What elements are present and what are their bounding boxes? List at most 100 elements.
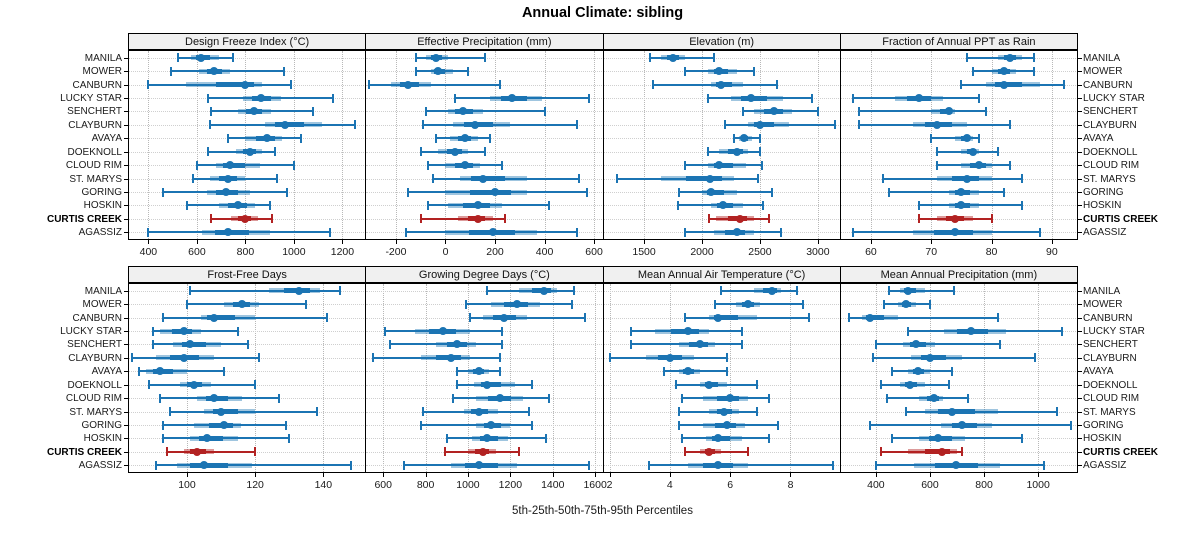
median-dot xyxy=(716,80,725,89)
whisker-cap-left xyxy=(652,80,655,90)
axis-tick xyxy=(395,240,397,244)
gridline-horizontal xyxy=(603,111,839,113)
panel-plot xyxy=(365,283,604,473)
median-dot xyxy=(461,134,470,143)
gridline-horizontal xyxy=(129,371,365,373)
site-label: CLAYBURN xyxy=(68,352,122,364)
row-tick-right xyxy=(1078,111,1082,113)
whisker-cap-right xyxy=(984,106,987,116)
whisker-cap-right xyxy=(770,187,773,197)
axis-tick-label: 600 xyxy=(188,246,206,258)
gridline-vertical xyxy=(148,51,150,239)
site-label: DOEKNOLL xyxy=(1083,146,1138,158)
panel-plot xyxy=(602,283,841,473)
whisker-cap-left xyxy=(403,460,406,470)
site-label: AVAYA xyxy=(91,366,122,378)
axis-tick xyxy=(148,240,150,244)
whisker-cap-left xyxy=(454,93,457,103)
median-dot xyxy=(912,340,921,349)
inner-band xyxy=(866,315,884,321)
whisker-cap-right xyxy=(761,160,764,170)
axis-tick-label: 1500 xyxy=(632,246,656,258)
whisker-cap-left xyxy=(486,286,489,296)
whisker-cap-left xyxy=(874,339,877,349)
site-label: LUCKY STAR xyxy=(1083,93,1145,104)
gridline-vertical xyxy=(931,51,933,239)
whisker-cap-right xyxy=(290,80,293,90)
whisker-cap-left xyxy=(371,353,374,363)
median-dot xyxy=(714,461,723,470)
row-tick-left xyxy=(124,371,128,373)
median-dot xyxy=(915,94,924,102)
site-label: CLOUD RIM xyxy=(1083,160,1140,172)
whisker-cap-right xyxy=(978,93,981,103)
site-label: CLOUD RIM xyxy=(1083,393,1140,405)
median-dot xyxy=(203,434,212,443)
percentile-whisker xyxy=(207,150,275,153)
row-tick-left xyxy=(124,317,128,319)
panel-header: Growing Degree Days (°C) xyxy=(365,266,604,283)
site-label: CANBURN xyxy=(1083,312,1133,324)
site-label: MOWER xyxy=(1083,66,1123,78)
site-label: AGASSIZ xyxy=(1083,460,1127,472)
inner-band xyxy=(713,315,738,321)
whisker-cap-right xyxy=(545,433,548,443)
whisker-cap-left xyxy=(741,106,744,116)
whisker-cap-left xyxy=(464,299,467,309)
whisker-cap-left xyxy=(151,326,154,336)
median-dot xyxy=(483,434,492,443)
inner-band xyxy=(706,189,724,195)
row-tick-right xyxy=(1078,384,1082,386)
whisker-cap-left xyxy=(148,380,151,390)
whisker-cap-left xyxy=(733,133,736,143)
whisker-cap-right xyxy=(498,80,501,90)
whisker-cap-right xyxy=(325,313,328,323)
whisker-cap-left xyxy=(872,353,875,363)
whisker-cap-left xyxy=(891,433,894,443)
axis-tick xyxy=(594,240,596,244)
percentile-whisker xyxy=(684,450,749,453)
whisker-cap-left xyxy=(680,393,683,403)
site-label: AGASSIZ xyxy=(78,460,122,472)
gridline-horizontal xyxy=(366,71,602,73)
percentile-whisker xyxy=(919,204,1022,207)
whisker-cap-left xyxy=(907,326,910,336)
median-dot xyxy=(958,421,967,429)
median-dot xyxy=(705,447,714,456)
whisker-cap-right xyxy=(950,366,953,376)
whisker-cap-right xyxy=(996,147,999,157)
whisker-cap-right xyxy=(741,326,744,336)
row-tick-left xyxy=(124,151,128,153)
site-label: CLAYBURN xyxy=(1083,119,1137,131)
whisker-cap-right xyxy=(501,160,504,170)
site-label: CANBURN xyxy=(72,79,122,91)
whisker-cap-left xyxy=(880,380,883,390)
whisker-cap-right xyxy=(816,106,819,116)
inner-band xyxy=(938,409,975,415)
site-label: CURTIS CREEK xyxy=(46,213,122,225)
whisker-cap-left xyxy=(452,393,455,403)
axis-tick xyxy=(467,473,469,477)
axis-tick xyxy=(984,473,986,477)
row-tick-left xyxy=(124,304,128,306)
site-label: MOWER xyxy=(82,299,122,311)
row-tick-left xyxy=(124,425,128,426)
whisker-cap-left xyxy=(677,420,680,430)
gridline-vertical xyxy=(609,284,611,472)
whisker-cap-right xyxy=(312,106,315,116)
axis-tick xyxy=(991,240,993,244)
whisker-cap-right xyxy=(758,147,761,157)
median-dot xyxy=(1005,53,1014,62)
panel-plot xyxy=(602,50,841,240)
whisker-cap-left xyxy=(857,106,860,116)
gridline-horizontal xyxy=(129,57,365,59)
axis-tick xyxy=(595,473,597,477)
whisker-cap-left xyxy=(677,187,680,197)
median-dot xyxy=(683,327,692,335)
whisker-cap-left xyxy=(683,160,686,170)
percentile-whisker xyxy=(881,450,963,453)
median-dot xyxy=(951,214,960,223)
whisker-cap-left xyxy=(629,339,632,349)
row-tick-left xyxy=(124,57,128,59)
median-dot xyxy=(471,120,480,129)
